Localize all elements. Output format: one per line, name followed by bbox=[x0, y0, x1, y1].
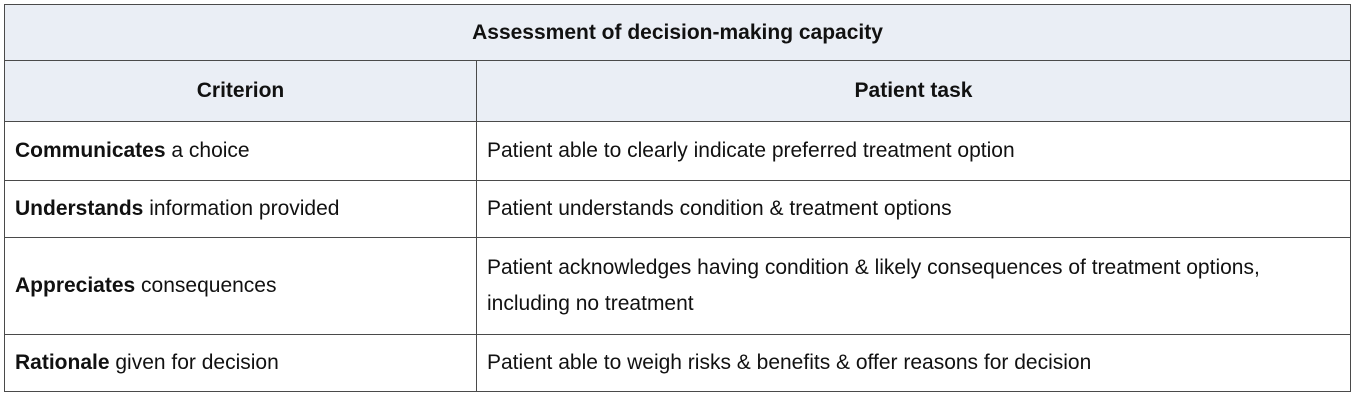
table-header-row: Criterion Patient task bbox=[4, 60, 1351, 122]
table-row: Rationale given for decision Patient abl… bbox=[4, 334, 1351, 392]
table-row: Communicates a choice Patient able to cl… bbox=[4, 121, 1351, 181]
criterion-cell: Appreciates consequences bbox=[4, 237, 477, 335]
capacity-table-container: Assessment of decision-making capacity C… bbox=[4, 4, 1351, 392]
column-header-criterion: Criterion bbox=[4, 60, 477, 122]
table-row: Understands information provided Patient… bbox=[4, 180, 1351, 238]
criterion-cell: Communicates a choice bbox=[4, 121, 477, 181]
task-cell: Patient acknowledges having condition & … bbox=[476, 237, 1351, 335]
criterion-keyword: Appreciates bbox=[15, 274, 136, 297]
criterion-text: consequences bbox=[135, 274, 277, 297]
capacity-assessment-table: Assessment of decision-making capacity C… bbox=[4, 4, 1351, 392]
table-row: Appreciates consequences Patient acknowl… bbox=[4, 237, 1351, 335]
task-cell: Patient able to clearly indicate preferr… bbox=[476, 121, 1351, 181]
column-header-patient-task: Patient task bbox=[476, 60, 1351, 122]
table-title: Assessment of decision-making capacity bbox=[4, 4, 1351, 61]
criterion-keyword: Rationale bbox=[15, 351, 110, 374]
criterion-cell: Understands information provided bbox=[4, 180, 477, 238]
task-cell: Patient able to weigh risks & benefits &… bbox=[476, 334, 1351, 392]
task-cell: Patient understands condition & treatmen… bbox=[476, 180, 1351, 238]
criterion-text: a choice bbox=[165, 139, 250, 162]
criterion-keyword: Understands bbox=[15, 197, 144, 220]
table-title-row: Assessment of decision-making capacity bbox=[4, 4, 1351, 61]
criterion-text: given for decision bbox=[109, 351, 279, 374]
criterion-cell: Rationale given for decision bbox=[4, 334, 477, 392]
criterion-keyword: Communicates bbox=[15, 139, 166, 162]
criterion-text: information provided bbox=[143, 197, 340, 220]
